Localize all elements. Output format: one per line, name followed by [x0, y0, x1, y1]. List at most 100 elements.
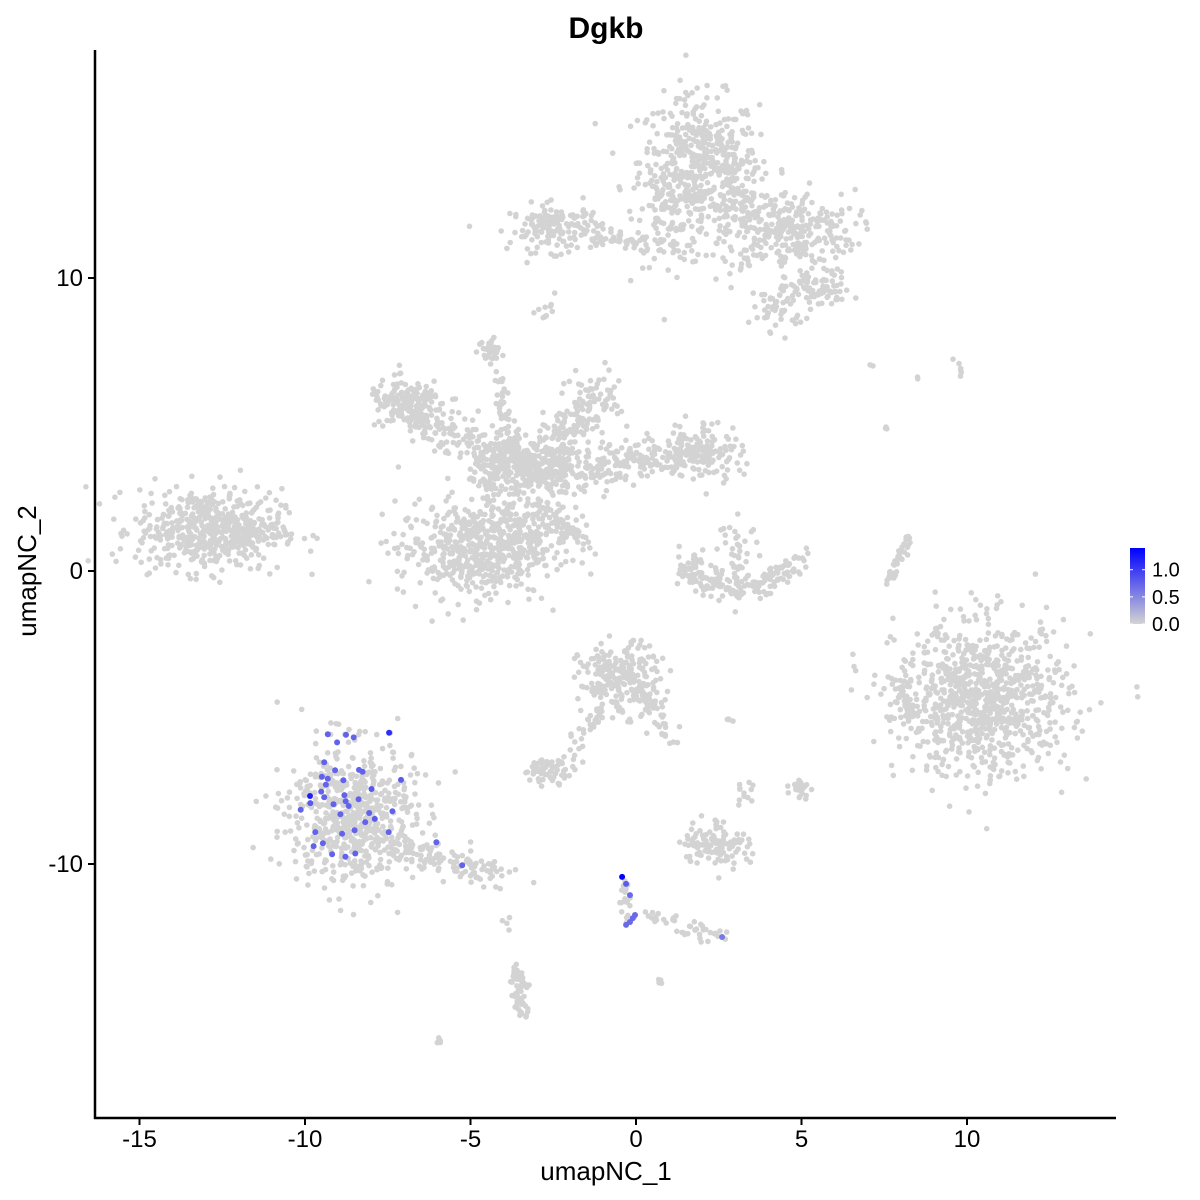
cell-point — [576, 414, 582, 421]
cell-point — [977, 602, 984, 608]
cell-point — [514, 452, 521, 458]
cell-point — [989, 737, 995, 743]
cell-point — [407, 428, 414, 434]
cell-point — [770, 303, 776, 310]
cell-point — [543, 562, 549, 569]
cell-point — [725, 139, 731, 146]
cell-point — [563, 243, 570, 249]
cell-point — [558, 216, 565, 223]
cell-point — [1001, 668, 1007, 675]
cell-point — [821, 235, 828, 241]
cell-point — [818, 211, 824, 217]
cell-point — [801, 285, 808, 292]
cell-point — [657, 462, 663, 468]
cell-point — [592, 551, 599, 557]
cell-point — [426, 423, 433, 430]
cell-point — [547, 303, 554, 310]
cell-point — [677, 472, 683, 478]
cell-point — [530, 488, 536, 494]
cell-point — [759, 580, 766, 586]
cell-point — [707, 160, 713, 166]
cell-point — [959, 680, 966, 687]
cell-point — [537, 538, 543, 545]
cell-point — [682, 138, 689, 145]
cell-point — [487, 596, 494, 603]
cell-point — [1052, 669, 1059, 676]
cell-point — [684, 447, 690, 453]
cell-point — [638, 473, 645, 479]
cell-point — [791, 283, 797, 290]
cell-point — [663, 203, 670, 210]
cell-point — [536, 218, 542, 224]
cell-point — [596, 377, 602, 383]
cell-point — [661, 115, 667, 122]
cell-point — [590, 392, 596, 398]
cell-point — [756, 552, 763, 559]
cell-point — [534, 550, 540, 557]
cell-point — [1017, 717, 1024, 723]
cell-point — [226, 558, 233, 564]
cell-point — [499, 509, 505, 515]
cell-point — [379, 511, 386, 518]
cell-point — [532, 459, 538, 465]
cell-point — [673, 165, 680, 172]
cell-point — [428, 399, 435, 405]
cell-point — [460, 617, 467, 623]
cell-point — [679, 109, 685, 116]
cell-point — [578, 486, 584, 493]
cell-point — [739, 208, 746, 214]
cell-point — [265, 507, 271, 514]
cell-point — [983, 636, 990, 643]
cell-point — [553, 209, 560, 215]
cell-point — [469, 417, 476, 424]
cell-point — [722, 532, 728, 538]
cell-point — [947, 697, 954, 703]
cell-point — [214, 509, 221, 515]
cell-point — [494, 392, 501, 398]
cell-point — [503, 539, 510, 546]
cell-point — [183, 543, 189, 550]
cell-point — [568, 447, 574, 453]
cell-point — [673, 100, 679, 107]
cell-point — [884, 640, 890, 646]
cell-point — [265, 541, 272, 548]
cell-point — [754, 314, 760, 321]
cell-point — [1012, 730, 1018, 737]
cell-point — [555, 430, 562, 437]
cell-point — [1008, 745, 1015, 751]
cell-point — [426, 404, 433, 411]
cell-point — [580, 431, 587, 438]
cell-point — [959, 715, 965, 721]
cell-point — [247, 566, 254, 572]
cell-point — [656, 446, 663, 453]
cell-point — [809, 257, 816, 264]
cell-point — [705, 428, 712, 434]
cell-point — [701, 102, 707, 108]
cell-point — [233, 529, 240, 535]
cell-point — [432, 590, 439, 596]
cell-point — [681, 563, 687, 570]
cell-point — [981, 749, 988, 756]
cell-point — [435, 569, 442, 576]
cell-point — [777, 292, 783, 299]
cell-point — [503, 415, 510, 422]
cell-point — [639, 456, 646, 463]
cell-point — [146, 556, 153, 562]
cell-point — [492, 524, 499, 531]
cell-point — [480, 565, 487, 572]
cell-point — [636, 170, 643, 176]
cell-point — [831, 288, 838, 295]
cell-point — [210, 574, 217, 581]
cell-point — [709, 421, 715, 427]
cell-point — [801, 273, 807, 279]
cell-point — [430, 575, 437, 582]
cell-point — [716, 204, 723, 210]
cell-point — [523, 503, 530, 509]
cell-point — [464, 440, 471, 446]
cell-point — [462, 507, 469, 513]
cell-point — [743, 158, 750, 164]
cell-point — [642, 181, 649, 188]
cell-point — [452, 505, 459, 511]
cell-point — [551, 451, 558, 457]
cell-point — [491, 491, 497, 498]
